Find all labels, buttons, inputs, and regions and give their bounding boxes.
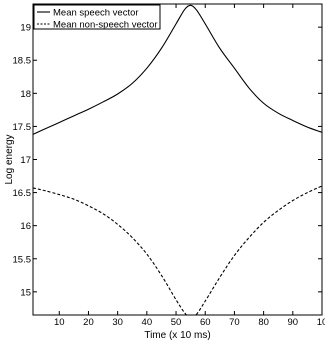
x-tick-label: 60: [200, 317, 211, 328]
x-tick-label: 10: [54, 317, 65, 328]
y-tick-label: 19: [20, 23, 31, 34]
y-tick-label: 16.5: [13, 188, 32, 199]
series-layer: [33, 4, 322, 315]
x-tick-label: 20: [83, 317, 94, 328]
legend-entry-label: Mean non-speech vector: [53, 19, 158, 30]
y-tick-label: 18: [20, 89, 31, 100]
legend-box: [33, 4, 161, 30]
y-tick-label: 17: [20, 155, 31, 166]
y-tick-label: 15: [20, 287, 31, 298]
y-axis-label: Log energy: [4, 134, 15, 184]
x-tick-label: 30: [112, 317, 123, 328]
y-tick-label: 15.5: [13, 254, 32, 265]
x-tick-label: 70: [229, 317, 240, 328]
x-tick-label: 90: [288, 317, 299, 328]
series-line-speech: [33, 4, 322, 135]
x-tick-label: 40: [142, 317, 153, 328]
y-tick-label: 17.5: [13, 122, 32, 133]
x-tick-label: 80: [258, 317, 269, 328]
plot-background: [33, 4, 322, 315]
plot-frame: [32, 3, 323, 316]
y-tick-label: 18.5: [13, 56, 32, 67]
legend-entry-label: Mean speech vector: [53, 7, 139, 18]
y-tick-label: 16: [20, 221, 31, 232]
x-tick-label: 50: [171, 317, 182, 328]
x-tick-label: 10: [317, 317, 325, 328]
series-line-non-speech: [33, 185, 322, 315]
x-axis-label: Time (x 10 ms): [144, 330, 210, 341]
